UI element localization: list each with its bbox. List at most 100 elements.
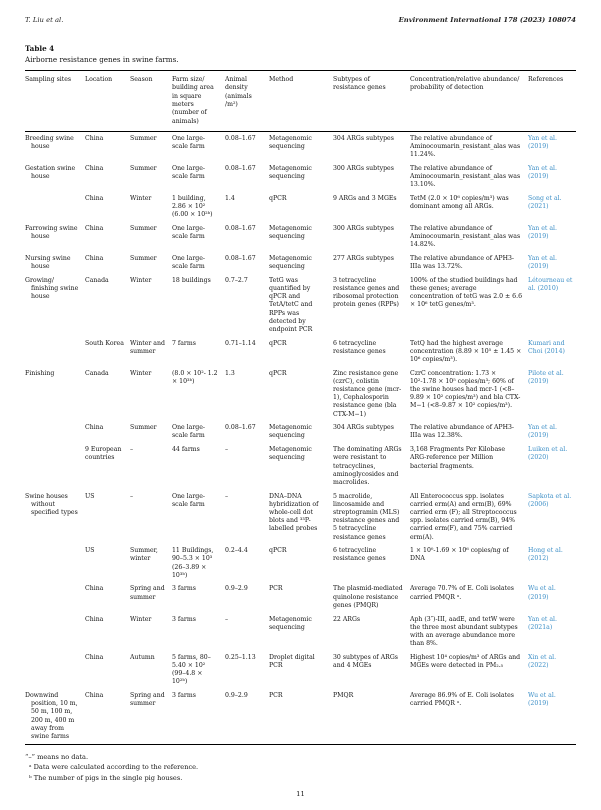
column-header-method: Method [269, 70, 333, 133]
cell-references[interactable]: Létourneau et al. (2010) [528, 276, 573, 292]
cell-subtypes: 300 ARGs subtypes [333, 224, 394, 232]
cell-animal-density: 0.08–1.67 [225, 224, 256, 232]
data-table: Sampling sites Location Season Farm size/ b… [25, 70, 576, 746]
cell-references[interactable]: Yan et al. (2019) [528, 164, 557, 180]
table-caption-label: Table 4 [25, 44, 55, 53]
column-header-subtypes: Subtypes of resistance genes [333, 70, 410, 133]
cell-sampling-sites: Growing/ finishing swine house [25, 276, 79, 301]
cell-farm-size: One large-scale farm [172, 134, 206, 150]
column-header-concentration: Concentration/relative abundance/ probab… [410, 70, 528, 133]
cell-references[interactable]: Song et al. (2021) [528, 194, 562, 210]
cell-animal-density: 0.08–1.67 [225, 164, 256, 172]
table-row: Downwind position, 10 m, 50 m, 100 m, 20… [25, 690, 576, 745]
cell-references[interactable]: Luiken et al. (2020) [528, 446, 568, 462]
cell-subtypes: 22 ARGs [333, 615, 361, 623]
cell-method: Metagenomic sequencing [269, 424, 312, 440]
cell-sampling-sites: Gestation swine house [25, 164, 76, 180]
cell-references[interactable]: Pilote et al. (2019) [528, 369, 564, 385]
cell-season: Summer [130, 254, 157, 262]
cell-method: qPCR [269, 369, 287, 377]
cell-sampling-sites: Finishing [25, 369, 55, 377]
cell-subtypes: 300 ARGs subtypes [333, 164, 394, 172]
cell-season: Winter [130, 194, 152, 202]
cell-farm-size: 18 buildings [172, 276, 211, 284]
cell-season: – [130, 492, 134, 500]
cell-sampling-sites: Nursing swine house [25, 254, 71, 271]
cell-method: Metagenomic sequencing [269, 224, 312, 241]
cell-references[interactable]: Sapkota et al. (2006) [528, 492, 572, 508]
cell-animal-density: 0.7–2.7 [225, 276, 248, 284]
cell-season: Spring and summer [130, 692, 165, 708]
cell-location: China [85, 134, 104, 142]
cell-subtypes: 6 tetracycline resistance genes [333, 547, 386, 563]
running-head-journal: Environment International 178 (2023) 108… [398, 16, 576, 24]
running-head: T. Liu et al. Environment International … [25, 16, 576, 24]
cell-sampling-sites [25, 651, 85, 689]
cell-location: China [85, 615, 104, 623]
cell-references[interactable]: Wu et al. (2019) [528, 692, 556, 708]
cell-references[interactable]: Wu et al. (2019) [528, 585, 556, 601]
cell-references[interactable]: Hong et al. (2012) [528, 547, 563, 563]
cell-farm-size: One large-scale farm [172, 424, 206, 440]
cell-concentration: Highest 10⁴ copies/m³ of ARGs and MGEs w… [410, 653, 521, 669]
cell-references[interactable]: Yan et al. (2019) [528, 254, 557, 271]
cell-concentration: The relative abundance of Aminocoumarin_… [410, 164, 521, 189]
column-header-sampling-sites: Sampling sites [25, 70, 85, 133]
cell-sampling-sites: Farrowing swine house [25, 224, 78, 241]
cell-concentration: 1 × 10⁰-1.69 × 10⁶ copies/ng of DNA [410, 547, 509, 563]
cell-location: China [85, 164, 104, 172]
cell-sampling-sites [25, 444, 85, 490]
cell-references[interactable]: Xin et al. (2022) [528, 653, 557, 669]
table-row: China Spring and summer 3 farms 0.9–2.9 PCR T… [25, 583, 576, 613]
cell-concentration: 100% of the studied buildings had these … [410, 276, 523, 309]
cell-subtypes: The dominating ARGs were resistant to te… [333, 446, 402, 486]
cell-subtypes: 30 subtypes of ARGs and 4 MGEs [333, 653, 398, 669]
table-row: Gestation swine house China Summer One larg… [25, 162, 576, 192]
cell-method: DNA–DNA hybridization of whole-cell dot … [269, 492, 319, 533]
cell-sampling-sites [25, 192, 85, 222]
cell-method: Metagenomic sequencing [269, 446, 312, 462]
cell-concentration: Average 70.7% of E. Coli isolates carrie… [410, 585, 514, 601]
cell-references[interactable]: Kumari and Choi (2014) [528, 339, 565, 355]
running-head-authors: T. Liu et al. [25, 16, 64, 24]
cell-concentration: The relative abundance of APH3-IIIa was … [410, 254, 515, 271]
cell-season: Winter [130, 615, 152, 623]
table-caption-text: Airborne resistance genes in swine farms… [25, 55, 179, 64]
cell-method: Metagenomic sequencing [269, 164, 312, 180]
cell-method: Droplet digital PCR [269, 653, 315, 669]
cell-farm-size: One large-scale farm [172, 492, 206, 508]
table-row: China Summer One large-scale farm 0.08–1.67… [25, 422, 576, 444]
cell-farm-size: 44 farms [172, 446, 200, 454]
cell-season: Winter [130, 276, 152, 284]
cell-references[interactable]: Yan et al. (2019) [528, 224, 557, 241]
cell-sampling-sites: Downwind position, 10 m, 50 m, 100 m, 20… [25, 692, 78, 740]
table-row: Breeding swine house China Summer One large… [25, 132, 576, 163]
cell-sampling-sites [25, 422, 85, 444]
cell-subtypes: PMQR [333, 692, 354, 700]
table-row: Swine houses without specified types US – O… [25, 490, 576, 545]
cell-method: qPCR [269, 339, 287, 347]
cell-animal-density: 0.71–1.14 [225, 339, 256, 347]
cell-method: PCR [269, 692, 283, 700]
cell-sampling-sites [25, 613, 85, 651]
footnote-dash: “–” means no data. [25, 753, 89, 762]
cell-farm-size: 3 farms [172, 615, 196, 623]
cell-subtypes: 6 tetracycline resistance genes [333, 339, 386, 355]
cell-animal-density: 0.25–1.13 [225, 653, 256, 661]
cell-subtypes: 304 ARGs subtypes [333, 424, 394, 432]
cell-subtypes: 304 ARGs subtypes [333, 134, 394, 142]
cell-references[interactable]: Yan et al. (2021a) [528, 615, 557, 631]
column-header-farm-size: Farm size/ building area in square meter… [172, 70, 225, 133]
cell-animal-density: 0.08–1.67 [225, 424, 256, 432]
cell-farm-size: 11 Buildings, 90–5.3 × 10³ (26–3.89 × 10… [172, 547, 214, 579]
cell-season: Summer [130, 424, 157, 432]
cell-season: Summer [130, 224, 157, 232]
cell-location: 9 European countries [85, 446, 122, 462]
footnote-a: ᵃ Data were calculated according to the … [29, 763, 199, 772]
cell-method: TetG was quantified by qPCR and TetA/tet… [269, 276, 313, 333]
cell-references[interactable]: Yan et al. (2019) [528, 134, 557, 150]
cell-references[interactable]: Yan et al. (2019) [528, 424, 557, 440]
table-row: China Winter 1 building, 2.86 × 10² (6.00 … [25, 192, 576, 222]
cell-concentration: TetQ had the highest average concentrati… [410, 339, 522, 363]
